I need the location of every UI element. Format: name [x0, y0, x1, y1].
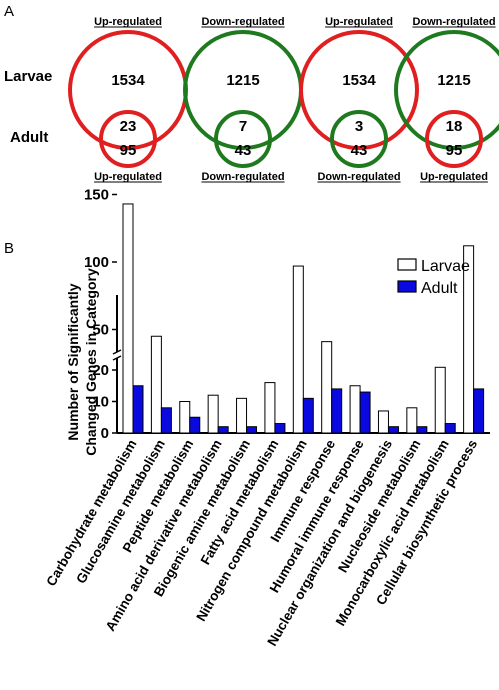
legend-label-larvae: Larvae: [421, 258, 470, 275]
bar-adult: [302, 397, 314, 434]
venn-bottom-label: Down-regulated: [317, 171, 400, 183]
legend-label-adult: Adult: [421, 280, 458, 297]
bar-adult: [473, 388, 485, 434]
y-tick-label: 150: [84, 187, 109, 204]
y-axis-title-line2: Changed Genes in Category: [83, 268, 99, 456]
venn-group-2: Down-regulated Down-regulated 1215 7 43: [183, 16, 303, 183]
bar-larvae: [264, 382, 276, 434]
larvae-only-count: 1534: [342, 72, 376, 89]
bar-larvae: [463, 245, 475, 434]
larvae-only-count: 1534: [111, 72, 145, 89]
adult-only-count: 43: [235, 142, 252, 159]
legend: Larvae Adult: [397, 258, 470, 297]
venn-bottom-label: Down-regulated: [201, 171, 284, 183]
bar-larvae: [150, 335, 162, 434]
row-label-adult: Adult: [10, 129, 48, 146]
legend-swatch-larvae: [397, 258, 417, 271]
bar-adult: [189, 416, 201, 434]
larvae-circle: [299, 30, 419, 150]
y-tick-label: 0: [101, 425, 109, 442]
venn-top-label: Up-regulated: [325, 16, 393, 28]
y-axis-title-line1: Number of Significantly: [65, 283, 81, 440]
axis-break-mark: [112, 355, 122, 361]
overlap-count: 23: [120, 118, 137, 135]
panel-b-label: B: [4, 240, 14, 257]
y-tick-label: 20: [92, 362, 109, 379]
larvae-only-count: 1215: [226, 72, 259, 89]
axis-break-mark: [112, 349, 122, 355]
row-label-larvae: Larvae: [4, 68, 52, 85]
adult-circle: [99, 110, 157, 168]
venn-diagrams: Up-regulatedUp-regulated15342395Down-reg…: [68, 16, 499, 183]
panel-a-label: A: [4, 3, 14, 20]
venn-top-label: Down-regulated: [412, 16, 495, 28]
venn-group-4: Down-regulated Up-regulated 1215 18 95: [394, 16, 499, 183]
bar-larvae: [406, 407, 418, 434]
bar-adult: [160, 407, 172, 434]
bar-larvae: [321, 341, 333, 434]
larvae-only-count: 1215: [437, 72, 470, 89]
overlap-count: 7: [239, 118, 247, 135]
venn-top-label: Down-regulated: [201, 16, 284, 28]
panel-a: A Larvae Adult Up-regulated Up-regulated 1…: [4, 3, 499, 183]
bar-adult: [387, 426, 399, 434]
bar-adult: [444, 423, 456, 434]
bar-adult: [132, 385, 144, 434]
bar-larvae: [377, 410, 389, 434]
venn-bottom-label: Up-regulated: [420, 171, 488, 183]
y-tick-label: 100: [84, 254, 109, 271]
adult-circle: [425, 110, 483, 168]
overlap-count: 3: [355, 118, 363, 135]
bar-larvae: [292, 265, 304, 434]
y-tick-label: 10: [92, 394, 109, 411]
adult-only-count: 95: [446, 142, 463, 159]
venn-group-3: Up-regulated Down-regulated 1534 3 43: [299, 16, 419, 183]
bar-larvae: [179, 401, 191, 434]
bar-adult: [274, 423, 286, 434]
adult-circle: [214, 110, 272, 168]
bar-larvae: [434, 366, 446, 434]
adult-only-count: 95: [120, 142, 137, 159]
y-tick-label: 50: [92, 322, 109, 339]
bar-adult: [331, 388, 343, 434]
bar-larvae: [236, 397, 248, 434]
venn-top-label: Up-regulated: [94, 16, 162, 28]
bar-adult: [217, 426, 229, 434]
adult-only-count: 43: [351, 142, 368, 159]
venn-group-1: Up-regulated Up-regulated 1534 23 95: [68, 16, 188, 183]
bar-larvae: [207, 394, 219, 434]
bar-adult: [246, 426, 258, 434]
bar-larvae: [349, 385, 361, 434]
bar-adult: [416, 426, 428, 434]
panel-b: B Number of Significantly Changed Genes …: [4, 187, 490, 648]
overlap-count: 18: [446, 118, 463, 135]
legend-swatch-adult: [397, 280, 417, 293]
bar-larvae: [122, 203, 134, 434]
venn-bottom-label: Up-regulated: [94, 171, 162, 183]
larvae-circle: [394, 30, 499, 150]
bar-adult: [359, 391, 371, 434]
adult-circle: [330, 110, 388, 168]
